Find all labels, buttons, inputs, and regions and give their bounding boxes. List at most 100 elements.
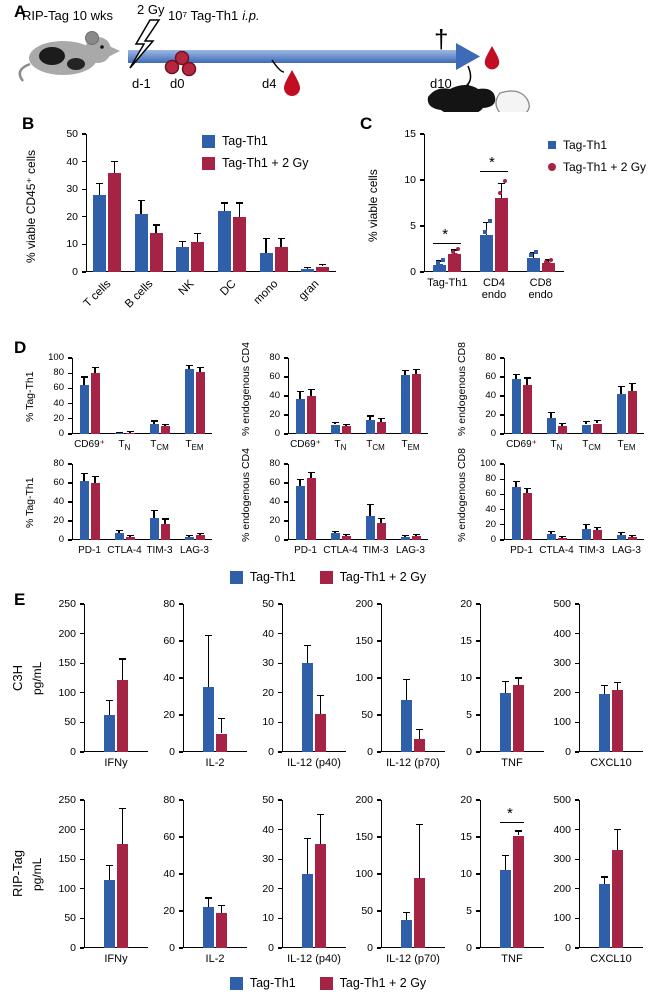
plot [480, 604, 544, 752]
ytick: 500 [553, 598, 571, 610]
eb [380, 418, 382, 422]
tickmark [179, 677, 183, 679]
bar [414, 877, 425, 948]
tickmark [377, 910, 381, 912]
eb [601, 876, 608, 878]
eb [401, 534, 409, 536]
eb [515, 830, 522, 832]
timeline-schematic: RIP-Tag 10 wks 2 Gy 10⁷ Tag-Th1 i.p. † [18, 2, 530, 119]
ytick: 0 [466, 746, 472, 758]
eb [558, 422, 566, 425]
eb [334, 531, 336, 534]
tickmark [500, 395, 504, 397]
eb [547, 260, 549, 263]
bar-chart-cd4-inhibitory: 0 20 40 60 80 PD-1 CTLA-4 TIM-3 LAG-3 [254, 458, 432, 564]
eb [306, 645, 309, 664]
eb [454, 249, 456, 254]
eb [596, 527, 598, 531]
tickmark [377, 836, 381, 838]
eb [418, 824, 421, 878]
pt [500, 200, 505, 205]
tickmark [284, 414, 288, 416]
xlab: IL-2 [205, 757, 225, 769]
bar [79, 481, 89, 540]
eb [331, 530, 339, 533]
ytick: 15 [460, 831, 472, 843]
bar [592, 423, 602, 434]
eb [108, 700, 111, 716]
bar [616, 394, 626, 434]
plot [424, 134, 564, 272]
bar-chart-cd4-memory: 0 20 40 60 80 CD69⁺ TN TCM TEM [254, 352, 432, 458]
timepoint-d-1: d-1 [132, 76, 151, 91]
pt [485, 236, 490, 241]
xlab: IL-12 (p70) [386, 757, 440, 769]
bar-chart-riptag-il12p70: 0 50 100 150 200 IL-12 (p70) [351, 794, 449, 984]
row-label: C3H [10, 665, 25, 692]
plot [86, 134, 336, 272]
panel-e-label: E [14, 590, 26, 609]
ytick: 0 [70, 746, 76, 758]
tagth1-swatch [229, 570, 243, 584]
pt [487, 218, 492, 223]
tickmark [278, 858, 282, 860]
eb [80, 472, 88, 475]
panel-b-label: B [22, 114, 35, 133]
xlab: IL-2 [205, 953, 225, 965]
eb [631, 383, 633, 392]
eb [106, 699, 113, 702]
plot [183, 604, 247, 752]
bar [400, 375, 410, 434]
legend-panel-e: Tag-Th1 Tag-Th1 + 2 Gy [8, 976, 648, 990]
eb [126, 431, 134, 433]
legend-label: Tag-Th1 [249, 976, 296, 990]
ytick: 20 [53, 412, 64, 424]
eb [415, 369, 417, 375]
bar-chart-cd8-memory: 0 20 40 60 80 CD69⁺ TN TCM TEM [470, 352, 648, 458]
xlab: LAG-3 [396, 545, 425, 556]
xlab: IFNy [104, 953, 128, 965]
tickmark [575, 799, 579, 801]
eb [185, 535, 193, 537]
ytick: 80 [485, 352, 496, 363]
bar [341, 536, 351, 540]
eb [502, 854, 509, 857]
eb [150, 509, 158, 512]
xlab: TIM-3 [362, 545, 389, 556]
ytick: 20 [163, 905, 175, 917]
plot [381, 800, 445, 948]
eb [405, 912, 408, 920]
eb [412, 533, 420, 535]
ytick: 200 [355, 794, 373, 806]
bar [316, 266, 330, 272]
eb [306, 838, 309, 874]
bar [216, 912, 227, 948]
ytick: 40 [262, 823, 274, 836]
eb [152, 224, 160, 226]
panel-a: A RIP-Tag 10 wks [0, 0, 648, 119]
ytick: 60 [53, 477, 64, 488]
eb [412, 368, 420, 371]
ytick: 20 [485, 409, 496, 420]
pt [438, 263, 443, 268]
legend-label: Tag-Th1 [249, 570, 296, 584]
ytick: 40 [269, 390, 280, 401]
eb [218, 718, 225, 720]
bar [117, 679, 128, 752]
bar [541, 262, 555, 272]
legend-item: Tag-Th1 + 2 Gy [202, 156, 309, 170]
eb [593, 420, 601, 422]
eb [115, 529, 123, 532]
tickmark [68, 463, 72, 465]
tickmark [284, 357, 288, 359]
eb [155, 225, 157, 234]
eb [110, 160, 118, 163]
eb [319, 263, 327, 266]
eb [512, 480, 520, 483]
ytick: 80 [269, 352, 280, 363]
legend-panel-c: Tag-Th1 Tag-Th1 + 2 Gy [548, 138, 646, 174]
sigstar: * [442, 225, 449, 243]
tickmark [377, 677, 381, 679]
tickmark [420, 179, 424, 181]
xlab: CTLA-4 [107, 545, 142, 556]
